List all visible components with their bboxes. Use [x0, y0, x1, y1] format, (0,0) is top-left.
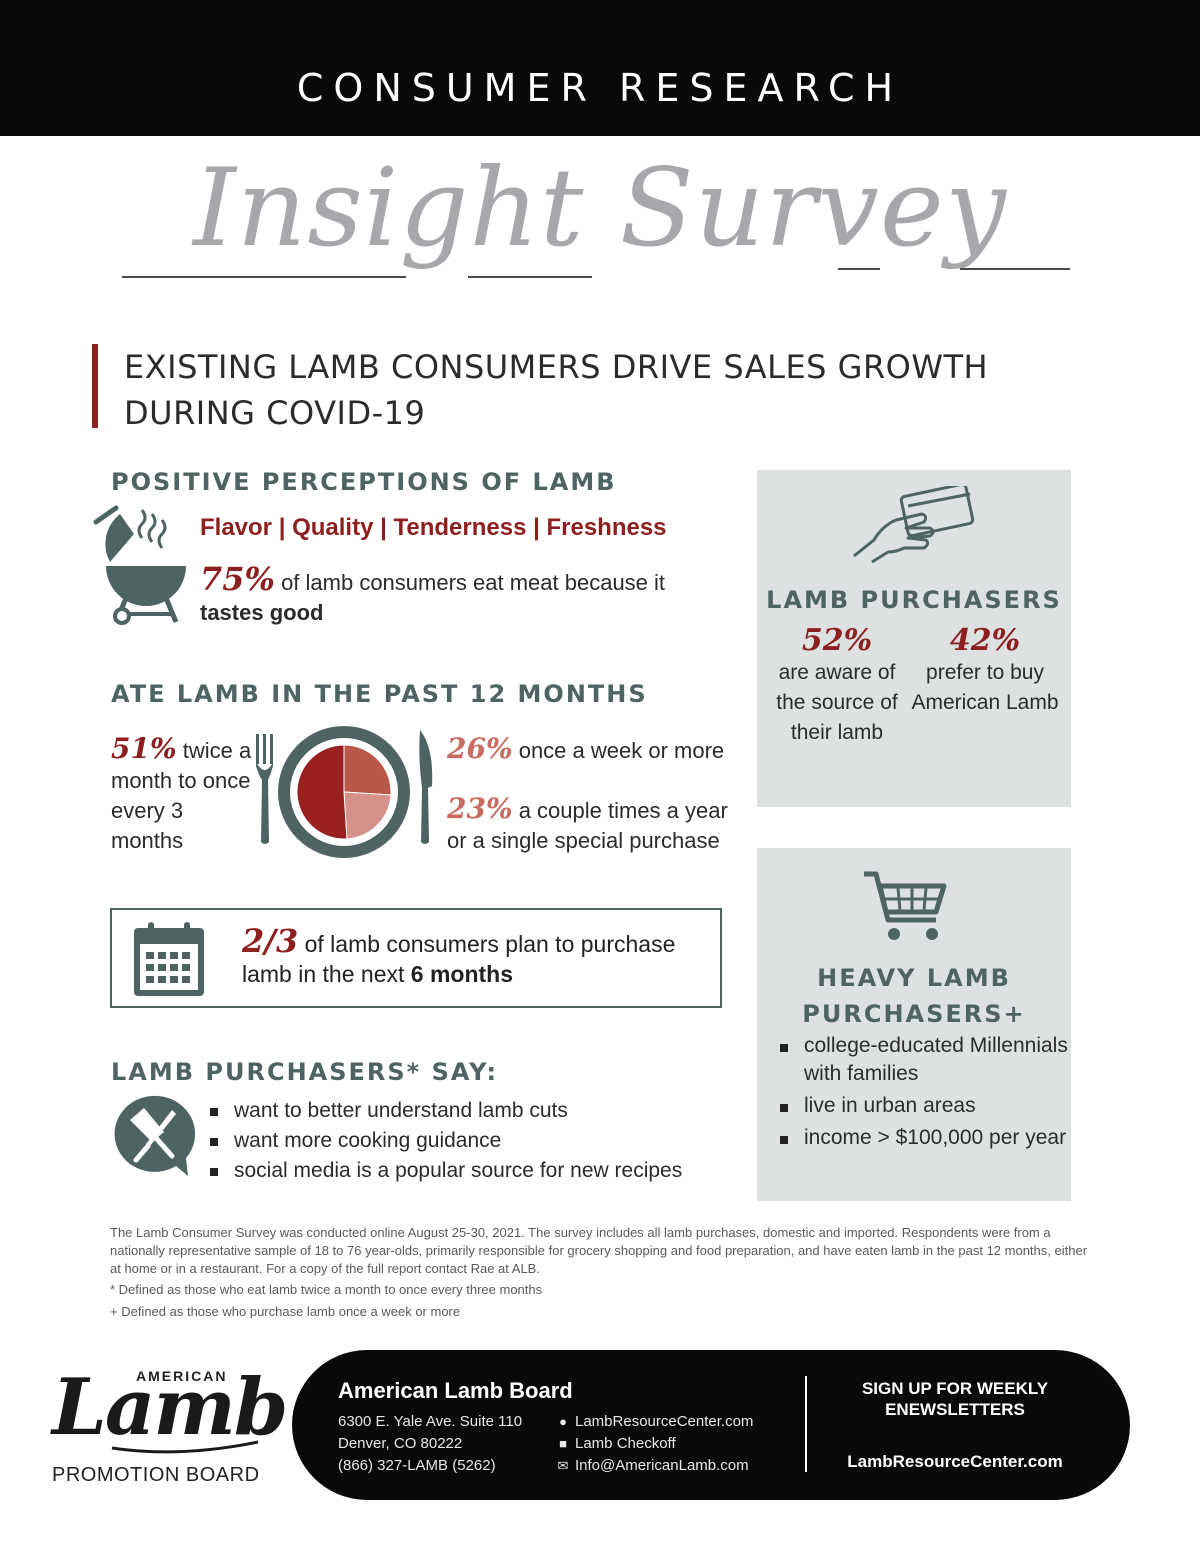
ate-occasional-text: a couple times a year or a single specia… [447, 798, 728, 853]
headline-accent-bar [92, 344, 98, 428]
ate-left-pct: 51% [111, 732, 177, 765]
brand-logo-top: AMERICAN [136, 1368, 228, 1384]
prefer-pct: 42% [949, 623, 1021, 658]
ate-left-stat: 51% twice a month to once every 3 months [111, 734, 261, 856]
fork-icon [256, 734, 273, 844]
cleaver-knife-bubble-icon [114, 1095, 196, 1176]
headline: EXISTING LAMB CONSUMERS DRIVE SALES GROW… [124, 344, 1044, 436]
hero-rule-right-b [960, 268, 1070, 270]
pie-slice-2 [343, 791, 392, 840]
heavy-item: college-educated Millennials with famili… [780, 1032, 1070, 1088]
plate-pie-chart [278, 726, 410, 858]
aware-pct: 52% [801, 623, 873, 658]
hero-rule-left [122, 276, 406, 278]
lamb-purchasers-heading: LAMB PURCHASERS [766, 586, 1062, 614]
asterisk-note: * Defined as those who eat lamb twice a … [110, 1282, 543, 1297]
address-line1: 6300 E. Yale Ave. Suite 110 [338, 1413, 523, 1430]
taste-stat-text: of lamb consumers eat meat because it [281, 570, 666, 595]
contact-banner [292, 1350, 1130, 1500]
perceptions-heading: POSITIVE PERCEPTIONS OF LAMB [111, 468, 617, 496]
calendar-icon [134, 922, 204, 996]
hand-card-icon [853, 486, 975, 564]
ate-left-word: twice [182, 738, 233, 763]
pie-slices [296, 744, 392, 840]
ate-weekly-text: once a week or more [518, 738, 725, 763]
hero-title: Insight Survey [193, 146, 1007, 271]
brand-swoosh [111, 1440, 259, 1454]
envelope-icon: ✉ [557, 1458, 569, 1473]
prefer-text: prefer to buy American Lamb [911, 661, 1059, 714]
ate-left-rest: a month to once every 3 months [111, 738, 252, 853]
knife-icon [419, 730, 433, 844]
aware-stat: 52% are aware of the source of their lam… [763, 624, 911, 748]
contact-divider [805, 1376, 807, 1472]
taste-stat-bold: tastes good [200, 600, 324, 625]
globe-icon: ● [559, 1414, 567, 1429]
hero-rule-right-a [838, 268, 880, 270]
heavy-purchasers-heading: HEAVY LAMB PURCHASERS+ [757, 960, 1071, 1032]
headline-line1: EXISTING LAMB CONSUMERS DRIVE SALES GROW… [124, 348, 989, 386]
address-line2: Denver, CO 80222 [338, 1435, 463, 1452]
say-item: want more cooking guidance [210, 1126, 740, 1156]
contact-links: ● LambResourceCenter.com ■ Lamb Checkoff ✉… [555, 1411, 795, 1477]
hero-rule-mid [468, 276, 592, 278]
heavy-purchasers-card [757, 848, 1071, 1201]
say-list: want to better understand lamb cuts want… [210, 1096, 740, 1186]
ate-heading: ATE LAMB IN THE PAST 12 MONTHS [111, 680, 648, 708]
heavy-heading-line1: HEAVY LAMB [817, 964, 1011, 992]
taste-stat-pct: 75% [200, 560, 275, 598]
plan-stat: 2/3 of lamb consumers plan to purchase l… [242, 925, 702, 989]
plan-text: of lamb consumers plan to purchase lamb … [242, 931, 676, 987]
plan-fraction: 2/3 [242, 922, 299, 960]
ate-occasional-pct: 23% [447, 792, 513, 825]
contact-address: 6300 E. Yale Ave. Suite 110 Denver, CO 8… [338, 1411, 548, 1477]
plan-bold: 6 months [410, 961, 513, 987]
facebook-icon: ■ [559, 1436, 567, 1451]
aware-text: are aware of the source of their lamb [776, 661, 898, 744]
plus-note: + Defined as those who purchase lamb onc… [110, 1304, 461, 1319]
email-link[interactable]: ✉ Info@AmericanLamb.com [555, 1455, 795, 1477]
plan-callout-box [110, 908, 722, 1008]
heavy-item: income > $100,000 per year [780, 1124, 1070, 1152]
heavy-heading-line2: PURCHASERS+ [802, 1000, 1026, 1028]
contact-org: American Lamb Board [338, 1378, 573, 1403]
say-heading: LAMB PURCHASERS* SAY: [111, 1058, 499, 1086]
prefer-stat: 42% prefer to buy American Lamb [911, 624, 1059, 718]
newsletter-signup-text: SIGN UP FOR WEEKLY ENEWSLETTERS [861, 1379, 1049, 1419]
heavy-purchasers-list: college-educated Millennials with famili… [780, 1032, 1070, 1156]
ate-weekly-stat: 26% once a week or more [447, 734, 747, 766]
brand-logo-bottom: PROMOTION BOARD [52, 1464, 260, 1486]
heavy-item: live in urban areas [780, 1092, 1070, 1120]
say-item: want to better understand lamb cuts [210, 1096, 740, 1126]
perception-attributes: Flavor | Quality | Tenderness | Freshnes… [200, 514, 667, 541]
facebook-link[interactable]: ■ Lamb Checkoff [555, 1433, 795, 1455]
say-item: social media is a popular source for new… [210, 1156, 740, 1186]
header-banner [0, 0, 1200, 136]
pie-slice-1 [343, 744, 392, 796]
headline-line2: DURING COVID-19 [124, 394, 426, 432]
header-kicker: CONSUMER RESEARCH [296, 66, 904, 110]
web-link[interactable]: ● LambResourceCenter.com [555, 1411, 795, 1433]
ate-occasional-stat: 23% a couple times a year or a single sp… [447, 794, 747, 856]
newsletter-signup-link[interactable]: LambResourceCenter.com [847, 1452, 1063, 1471]
methodology-note: The Lamb Consumer Survey was conducted o… [110, 1225, 1088, 1276]
brand-logo-script: Lamb [52, 1362, 288, 1453]
taste-stat: 75% of lamb consumers eat meat because i… [200, 563, 720, 628]
grill-icon [93, 505, 186, 625]
contact-phone[interactable]: (866) 327-LAMB (5262) [338, 1457, 496, 1474]
ate-weekly-pct: 26% [447, 732, 513, 765]
pie-slice-0 [296, 744, 348, 840]
shopping-cart-icon [864, 871, 947, 940]
